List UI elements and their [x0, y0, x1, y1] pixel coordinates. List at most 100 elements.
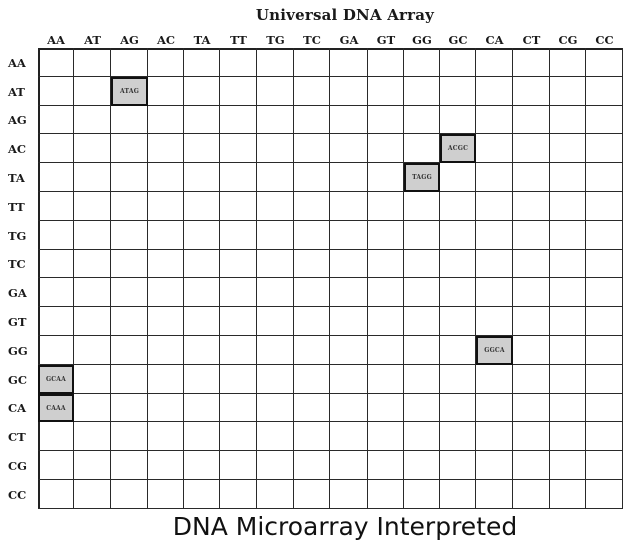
- array-cell: [440, 451, 476, 480]
- array-cell: [184, 394, 220, 422]
- array-cell: [368, 48, 404, 77]
- array-cell: [111, 480, 148, 509]
- array-cell: [330, 422, 368, 451]
- array-cell: [586, 451, 623, 480]
- array-cell: [74, 307, 111, 336]
- array-cell: [294, 48, 330, 77]
- column-header-gg: GG: [412, 33, 432, 47]
- array-cell: [148, 163, 184, 192]
- array-cell: [368, 134, 404, 163]
- array-cell: [513, 451, 550, 480]
- array-cell: [257, 480, 294, 509]
- array-cell: [38, 77, 74, 106]
- row-header-tc: TC: [8, 257, 26, 271]
- array-cell: [586, 278, 623, 307]
- array-cell: [368, 480, 404, 509]
- array-cell: [220, 451, 257, 480]
- array-cell: [257, 163, 294, 192]
- array-cell: [257, 77, 294, 106]
- array-cell: [74, 394, 111, 422]
- array-cell: [38, 48, 74, 77]
- array-cell: [74, 278, 111, 307]
- array-cell: [513, 250, 550, 278]
- array-cell: [476, 77, 513, 106]
- array-cell: [586, 134, 623, 163]
- array-cell: [586, 480, 623, 509]
- array-cell: [440, 394, 476, 422]
- array-cell: [220, 365, 257, 394]
- array-cell: [550, 394, 586, 422]
- array-cell: [257, 250, 294, 278]
- array-cell: [550, 134, 586, 163]
- array-cell: [74, 451, 111, 480]
- array-cell: [38, 278, 74, 307]
- row-header-ct: CT: [8, 429, 26, 444]
- array-cell: [74, 48, 111, 77]
- array-cell: [404, 422, 440, 451]
- array-cell: [513, 307, 550, 336]
- array-cell: [330, 48, 368, 77]
- array-cell: [330, 163, 368, 192]
- array-cell: [550, 336, 586, 365]
- array-cell: [111, 48, 148, 77]
- array-cell: [38, 250, 74, 278]
- array-cell: [404, 250, 440, 278]
- array-cell: [111, 336, 148, 365]
- microarray-grid: ATAG ACGC TAGG GGCA GCAA CAAA: [38, 48, 623, 509]
- row-header-ca: CA: [8, 401, 27, 415]
- array-cell: [330, 278, 368, 307]
- array-cell: [148, 451, 184, 480]
- array-cell: [550, 221, 586, 250]
- array-cell: [148, 250, 184, 278]
- array-cell: [111, 163, 148, 192]
- row-header-cg: CG: [8, 458, 27, 473]
- column-header-ag: AG: [120, 33, 139, 47]
- array-cell: [257, 394, 294, 422]
- array-cell: [404, 192, 440, 221]
- hybridized-spot-acgc: ACGC: [440, 134, 476, 163]
- array-cell: [74, 480, 111, 509]
- array-cell: [586, 307, 623, 336]
- row-header-tt: TT: [8, 199, 25, 214]
- hybridized-spot-caaa: CAAA: [38, 394, 74, 422]
- array-cell: [257, 307, 294, 336]
- array-cell: [184, 480, 220, 509]
- array-cell: [220, 221, 257, 250]
- array-cell: [184, 192, 220, 221]
- column-header-tt: TT: [230, 33, 247, 47]
- array-cell: [550, 365, 586, 394]
- array-cell: [38, 192, 74, 221]
- row-header-ac: AC: [8, 141, 27, 156]
- array-cell: [513, 278, 550, 307]
- column-header-gc: GC: [448, 33, 468, 47]
- array-cell: [330, 480, 368, 509]
- array-cell: [440, 278, 476, 307]
- array-cell: [368, 163, 404, 192]
- array-cell: [294, 365, 330, 394]
- array-cell: [513, 163, 550, 192]
- array-cell: [440, 192, 476, 221]
- array-cell: [476, 48, 513, 77]
- array-cell: [513, 365, 550, 394]
- array-cell: [330, 250, 368, 278]
- array-cell: [38, 451, 74, 480]
- array-cell: [476, 480, 513, 509]
- array-cell: [550, 480, 586, 509]
- array-cell: [220, 250, 257, 278]
- array-cell: [184, 422, 220, 451]
- array-cell: [476, 307, 513, 336]
- row-header-gc: GC: [8, 372, 27, 387]
- array-cell: [513, 221, 550, 250]
- array-cell: [550, 307, 586, 336]
- row-header-tg: TG: [8, 228, 27, 243]
- row-header-at: AT: [8, 84, 25, 99]
- array-cell: [404, 336, 440, 365]
- row-header-aa: AA: [8, 55, 26, 70]
- array-cell: [586, 221, 623, 250]
- array-cell: [368, 451, 404, 480]
- array-cell: [38, 480, 74, 509]
- column-header-gt: GT: [376, 33, 396, 47]
- array-cell: [368, 106, 404, 134]
- array-cell: [440, 221, 476, 250]
- array-cell: [184, 77, 220, 106]
